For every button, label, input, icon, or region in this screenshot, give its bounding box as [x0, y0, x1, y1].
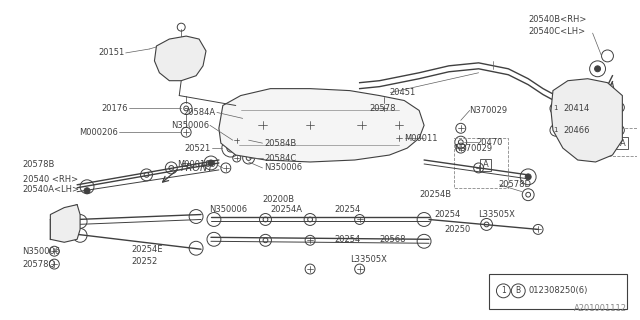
Bar: [607, 128, 637, 156]
Circle shape: [176, 53, 182, 59]
Text: 20540C<LH>: 20540C<LH>: [528, 27, 586, 36]
Text: 20254E: 20254E: [132, 245, 163, 254]
Text: A: A: [620, 139, 625, 148]
Circle shape: [61, 221, 67, 228]
Polygon shape: [51, 204, 80, 242]
Text: 20254B: 20254B: [419, 190, 451, 199]
Text: 20200B: 20200B: [262, 195, 294, 204]
Bar: [488, 274, 627, 309]
Text: B: B: [516, 286, 521, 295]
Text: 20254A: 20254A: [271, 205, 303, 214]
Text: 1: 1: [554, 127, 558, 133]
Text: 20540 <RH>: 20540 <RH>: [22, 175, 77, 184]
Polygon shape: [154, 36, 206, 81]
Text: N350006: N350006: [264, 164, 303, 172]
Text: 20254: 20254: [335, 205, 361, 214]
Circle shape: [84, 188, 90, 194]
Text: 20578Q: 20578Q: [22, 260, 56, 268]
Text: 20252: 20252: [132, 257, 158, 266]
Text: 20568: 20568: [380, 235, 406, 244]
Text: 20521: 20521: [185, 144, 211, 153]
Text: N370029: N370029: [468, 106, 507, 115]
Text: A: A: [483, 160, 488, 170]
Text: 20470: 20470: [477, 138, 503, 147]
Text: A201001112: A201001112: [574, 304, 627, 313]
Text: 20414: 20414: [564, 104, 590, 113]
Text: 20466: 20466: [564, 126, 590, 135]
Circle shape: [208, 160, 214, 166]
Bar: [616, 137, 628, 149]
Bar: [454, 138, 508, 188]
Text: N370029: N370029: [454, 144, 492, 153]
Circle shape: [525, 174, 531, 180]
Text: 20151: 20151: [99, 48, 125, 57]
Text: 20451: 20451: [389, 88, 415, 97]
Text: 20578D: 20578D: [499, 180, 531, 189]
Text: 012308250(6): 012308250(6): [528, 286, 588, 295]
Text: N350006: N350006: [22, 247, 61, 256]
Text: 20176: 20176: [101, 104, 128, 113]
Text: 20584B: 20584B: [264, 139, 297, 148]
Text: 1: 1: [554, 106, 558, 111]
Text: 20540A<LH>: 20540A<LH>: [22, 185, 79, 194]
Text: N350006: N350006: [209, 205, 247, 214]
Text: N350006: N350006: [171, 121, 209, 130]
Text: 1: 1: [501, 286, 506, 295]
Text: M000109: M000109: [177, 160, 216, 170]
Text: L33505X: L33505X: [349, 255, 387, 264]
Text: 20540B<RH>: 20540B<RH>: [528, 15, 586, 24]
Bar: [479, 159, 492, 171]
Text: 20584C: 20584C: [264, 154, 297, 163]
Text: M000206: M000206: [79, 128, 118, 137]
Text: FRONT: FRONT: [181, 163, 214, 173]
Text: 20578: 20578: [369, 104, 396, 113]
Text: 20584A: 20584A: [184, 108, 216, 117]
Text: M00011: M00011: [404, 134, 438, 143]
Polygon shape: [219, 89, 424, 162]
Text: 20254: 20254: [434, 210, 460, 219]
Circle shape: [595, 66, 600, 72]
Text: 20578B: 20578B: [22, 160, 55, 170]
Text: 20250: 20250: [444, 225, 470, 234]
Polygon shape: [551, 79, 622, 162]
Text: 20254: 20254: [335, 235, 361, 244]
Text: L33505X: L33505X: [479, 210, 515, 219]
